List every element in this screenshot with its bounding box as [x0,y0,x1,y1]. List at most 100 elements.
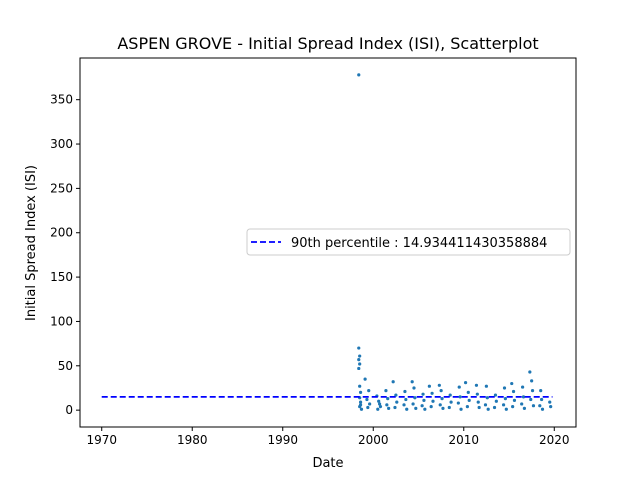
data-point [385,403,389,407]
data-point [483,403,488,407]
x-tick-label: 1980 [177,433,208,447]
data-point [438,403,442,407]
data-point [539,389,543,393]
y-tick-label: 50 [58,359,73,373]
data-point [530,389,535,393]
x-tick-label: 1970 [86,433,117,447]
data-point [538,404,542,408]
data-point [441,406,445,410]
x-axis-ticks: 1970 1980 1990 2000 2010 2020 [86,427,570,447]
data-point [405,407,409,411]
legend-box [246,228,571,256]
axes: 1970 1980 1990 2000 2010 2020 0 50 100 150 200 250… [50,57,577,447]
data-point [458,395,462,399]
data-point [493,393,498,397]
data-point [447,405,451,410]
x-tick-label: 2000 [358,433,389,447]
data-point [474,383,479,387]
legend: 90th percentile : 14.934411430358884 [246,228,571,256]
data-point [420,404,424,408]
data-point [467,398,471,402]
data-point [376,407,380,411]
data-point [403,389,407,394]
data-point [357,366,361,371]
data-point [463,381,468,385]
data-point [512,398,517,402]
data-point [422,398,426,402]
y-tick-label: 0 [65,403,73,417]
data-point [511,405,515,409]
y-tick-label: 300 [50,137,73,151]
data-point [437,383,441,387]
data-point [358,390,363,395]
y-tick-label: 150 [50,270,73,284]
data-point [404,397,408,402]
data-point [430,391,434,395]
data-point [459,407,463,411]
data-point [363,377,367,381]
data-point [367,389,371,393]
chart-title: ASPEN GROVE - Initial Spread Index (ISI)… [117,34,538,53]
data-point [412,386,416,390]
y-tick-label: 250 [50,181,73,195]
data-point [391,380,395,384]
data-point [402,403,406,407]
y-tick-label: 200 [50,226,73,240]
data-point [521,385,525,389]
data-point [358,384,362,388]
data-point [528,370,532,374]
legend-label: 90th percentile : 14.934411430358884 [291,236,547,251]
y-axis-label: Initial Spread Index (ISI) [24,165,39,321]
data-point [393,405,397,410]
data-point [358,354,362,358]
data-point [549,405,553,409]
data-point [494,399,498,403]
data-point [503,397,507,401]
data-point [429,405,433,409]
data-point [477,405,481,410]
data-point [357,357,361,362]
data-point [485,396,489,400]
data-point [484,384,488,388]
data-point [421,392,425,396]
x-tick-label: 1990 [267,433,298,447]
data-point [531,404,536,408]
data-point [359,407,364,411]
data-point [476,400,480,404]
data-point [520,402,524,406]
data-point [548,400,552,404]
data-point [502,386,507,390]
y-tick-label: 350 [50,93,73,107]
data-point [366,405,370,410]
data-point [449,400,453,404]
data-point [377,402,382,406]
y-tick-label: 100 [50,314,73,328]
data-point [423,407,427,411]
data-point [431,399,435,403]
data-point [358,400,363,404]
data-point [411,402,415,406]
data-point [466,390,470,395]
data-point [475,392,479,396]
data-point [395,400,399,404]
data-points [357,73,553,411]
data-point [357,346,361,350]
data-point [510,381,514,386]
data-point [521,395,526,399]
data-point [540,397,544,402]
data-point [358,403,363,407]
x-tick-label: 2010 [448,433,479,447]
data-point [394,393,398,397]
data-point [511,389,516,394]
data-point [504,407,508,411]
data-point [440,397,444,401]
data-point [540,407,545,411]
plot-area-frame [79,57,577,428]
data-point [457,385,461,389]
data-point [448,393,452,397]
data-point [427,384,431,388]
data-point [501,403,506,407]
data-point [456,401,460,405]
data-point [410,380,414,384]
